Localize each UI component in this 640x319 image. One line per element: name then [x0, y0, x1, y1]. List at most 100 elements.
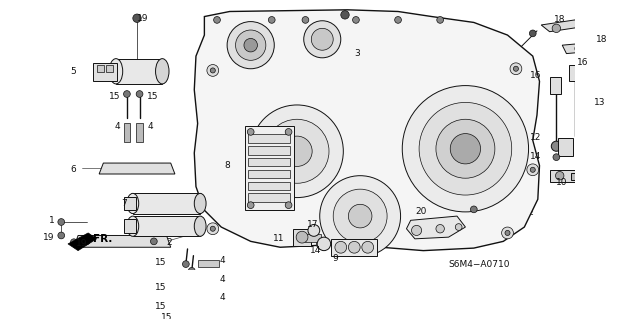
Ellipse shape [156, 59, 169, 84]
Bar [248, 158, 291, 167]
Circle shape [348, 241, 360, 253]
Circle shape [83, 238, 90, 245]
Circle shape [340, 11, 349, 19]
Circle shape [58, 219, 65, 225]
Circle shape [207, 64, 219, 76]
Text: 5: 5 [70, 67, 76, 76]
Bar [106, 65, 113, 72]
Bar [550, 170, 577, 182]
Ellipse shape [127, 216, 139, 236]
Circle shape [265, 119, 329, 183]
Bar [550, 77, 561, 94]
Text: 13: 13 [594, 98, 605, 107]
Text: 15: 15 [155, 302, 166, 311]
Bar [133, 216, 200, 236]
Text: 15: 15 [155, 258, 166, 267]
Circle shape [598, 43, 605, 49]
Bar [292, 229, 311, 246]
Circle shape [556, 172, 564, 180]
Circle shape [268, 17, 275, 23]
Text: 17: 17 [307, 220, 319, 229]
Bar [124, 197, 136, 210]
Bar [248, 193, 291, 202]
Circle shape [227, 22, 275, 69]
Text: 7: 7 [121, 199, 127, 208]
Text: 18: 18 [554, 15, 565, 25]
Circle shape [247, 202, 254, 209]
Circle shape [470, 206, 477, 213]
Circle shape [395, 17, 401, 23]
Circle shape [436, 225, 444, 233]
Text: 15: 15 [147, 92, 159, 101]
Ellipse shape [127, 193, 139, 214]
Circle shape [552, 24, 561, 33]
Bar [93, 63, 117, 81]
Circle shape [419, 102, 512, 195]
Circle shape [304, 21, 340, 58]
Circle shape [70, 239, 77, 246]
Circle shape [124, 91, 131, 97]
Text: 4: 4 [115, 122, 120, 130]
Text: 19: 19 [76, 239, 88, 249]
Text: 8: 8 [224, 161, 230, 170]
Circle shape [244, 38, 257, 52]
Circle shape [335, 241, 347, 253]
Text: 1: 1 [49, 216, 54, 225]
Polygon shape [99, 163, 175, 174]
Circle shape [285, 202, 292, 209]
Polygon shape [406, 216, 465, 239]
Circle shape [188, 288, 195, 295]
Circle shape [136, 91, 143, 97]
Polygon shape [68, 233, 97, 251]
Bar [590, 131, 602, 134]
Text: 12: 12 [530, 133, 541, 142]
Polygon shape [74, 235, 171, 247]
Polygon shape [562, 42, 604, 54]
Text: 9: 9 [332, 254, 338, 263]
Text: 19: 19 [43, 233, 54, 242]
Text: 6: 6 [70, 165, 76, 174]
Ellipse shape [109, 59, 123, 84]
Circle shape [455, 224, 462, 230]
Text: 4: 4 [147, 122, 153, 130]
Text: 2: 2 [166, 238, 172, 247]
Text: 15: 15 [161, 313, 172, 319]
Circle shape [510, 63, 522, 75]
Bar [248, 182, 291, 190]
Circle shape [108, 164, 116, 172]
Circle shape [317, 237, 331, 251]
Bar [590, 70, 602, 73]
Circle shape [531, 167, 535, 172]
Bar [124, 219, 136, 233]
Circle shape [296, 231, 308, 243]
Circle shape [353, 17, 359, 23]
Bar [198, 260, 219, 267]
Polygon shape [541, 20, 583, 32]
Circle shape [436, 17, 444, 23]
Circle shape [436, 119, 495, 178]
Text: 4: 4 [220, 293, 225, 302]
Circle shape [320, 176, 401, 256]
Text: 20: 20 [415, 207, 426, 216]
Circle shape [311, 28, 333, 50]
Circle shape [182, 261, 189, 267]
Circle shape [316, 238, 328, 250]
Circle shape [214, 17, 220, 23]
Circle shape [553, 154, 560, 160]
Text: 15: 15 [155, 283, 166, 292]
Circle shape [527, 164, 539, 176]
Circle shape [211, 68, 215, 73]
Circle shape [529, 30, 536, 37]
Circle shape [513, 66, 518, 71]
Text: 14: 14 [310, 246, 321, 255]
Polygon shape [195, 10, 540, 251]
Circle shape [502, 227, 513, 239]
Circle shape [285, 129, 292, 135]
Bar [569, 64, 580, 81]
Bar [124, 123, 131, 142]
Bar [97, 65, 104, 72]
Circle shape [308, 225, 320, 236]
Circle shape [236, 30, 266, 60]
Circle shape [211, 226, 215, 231]
Circle shape [302, 17, 308, 23]
